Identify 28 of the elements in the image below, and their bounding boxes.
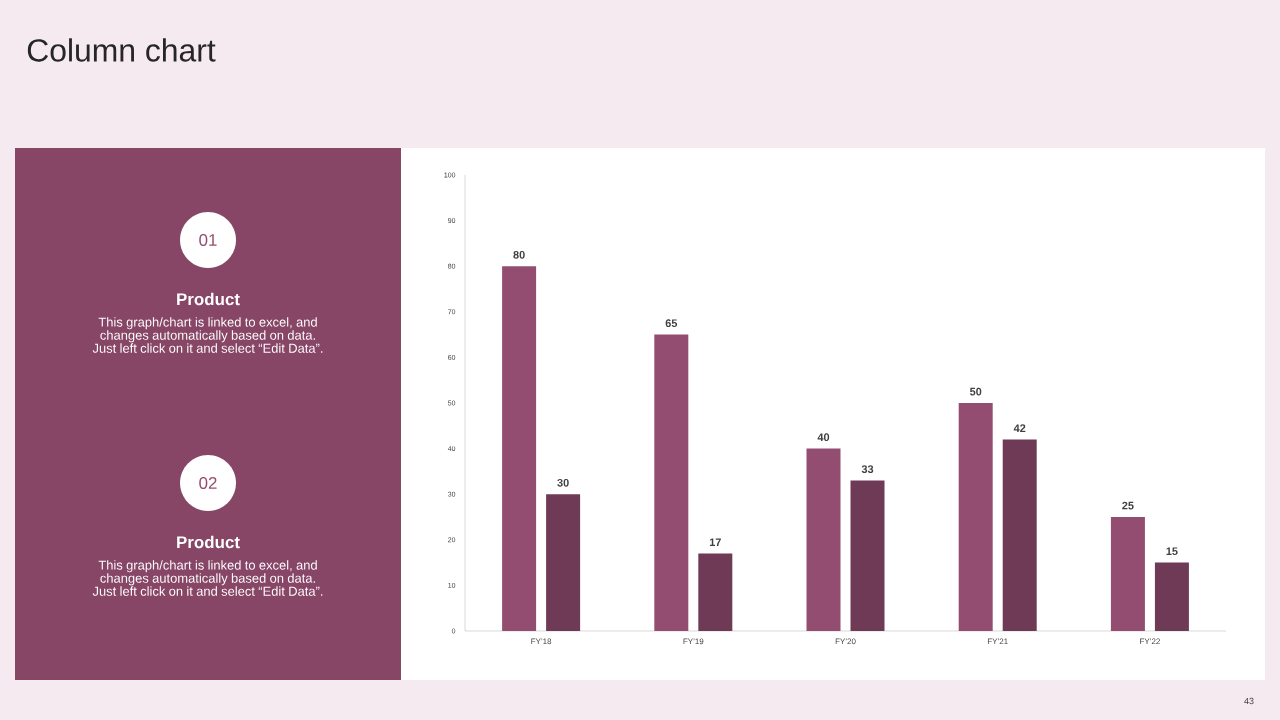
text: This graph/chart is linked to excel, and changes automatically based on data. Just left click on it and select “Edit Data”. bbox=[92, 560, 323, 596]
text: 01 bbox=[199, 233, 217, 246]
data-label: 50 bbox=[969, 387, 982, 396]
data-label: 80 bbox=[513, 250, 525, 259]
bar bbox=[698, 553, 733, 631]
text: Product bbox=[177, 292, 240, 306]
bar bbox=[850, 480, 885, 631]
text: Column chart bbox=[27, 38, 216, 62]
bar bbox=[1154, 562, 1189, 631]
bar bbox=[546, 494, 581, 631]
data-label: 15 bbox=[1166, 547, 1178, 556]
bar bbox=[958, 402, 993, 631]
bar bbox=[654, 334, 689, 631]
text: Product bbox=[177, 535, 240, 549]
bar bbox=[502, 266, 537, 631]
data-label: 17 bbox=[709, 538, 721, 546]
data-label: 65 bbox=[665, 319, 678, 328]
data-label: 25 bbox=[1122, 501, 1134, 510]
data-label: 33 bbox=[861, 465, 874, 473]
data-label: 30 bbox=[557, 478, 569, 487]
bar bbox=[1002, 439, 1037, 631]
text: 43 bbox=[1244, 697, 1254, 705]
data-label: 42 bbox=[1013, 424, 1026, 432]
text: 02 bbox=[199, 476, 217, 489]
data-label: 40 bbox=[817, 433, 830, 442]
bar bbox=[1110, 516, 1145, 631]
text: This graph/chart is linked to excel, and changes automatically based on data. Just left click on it and select “Edit Data”. bbox=[92, 317, 323, 353]
bar bbox=[806, 448, 841, 631]
